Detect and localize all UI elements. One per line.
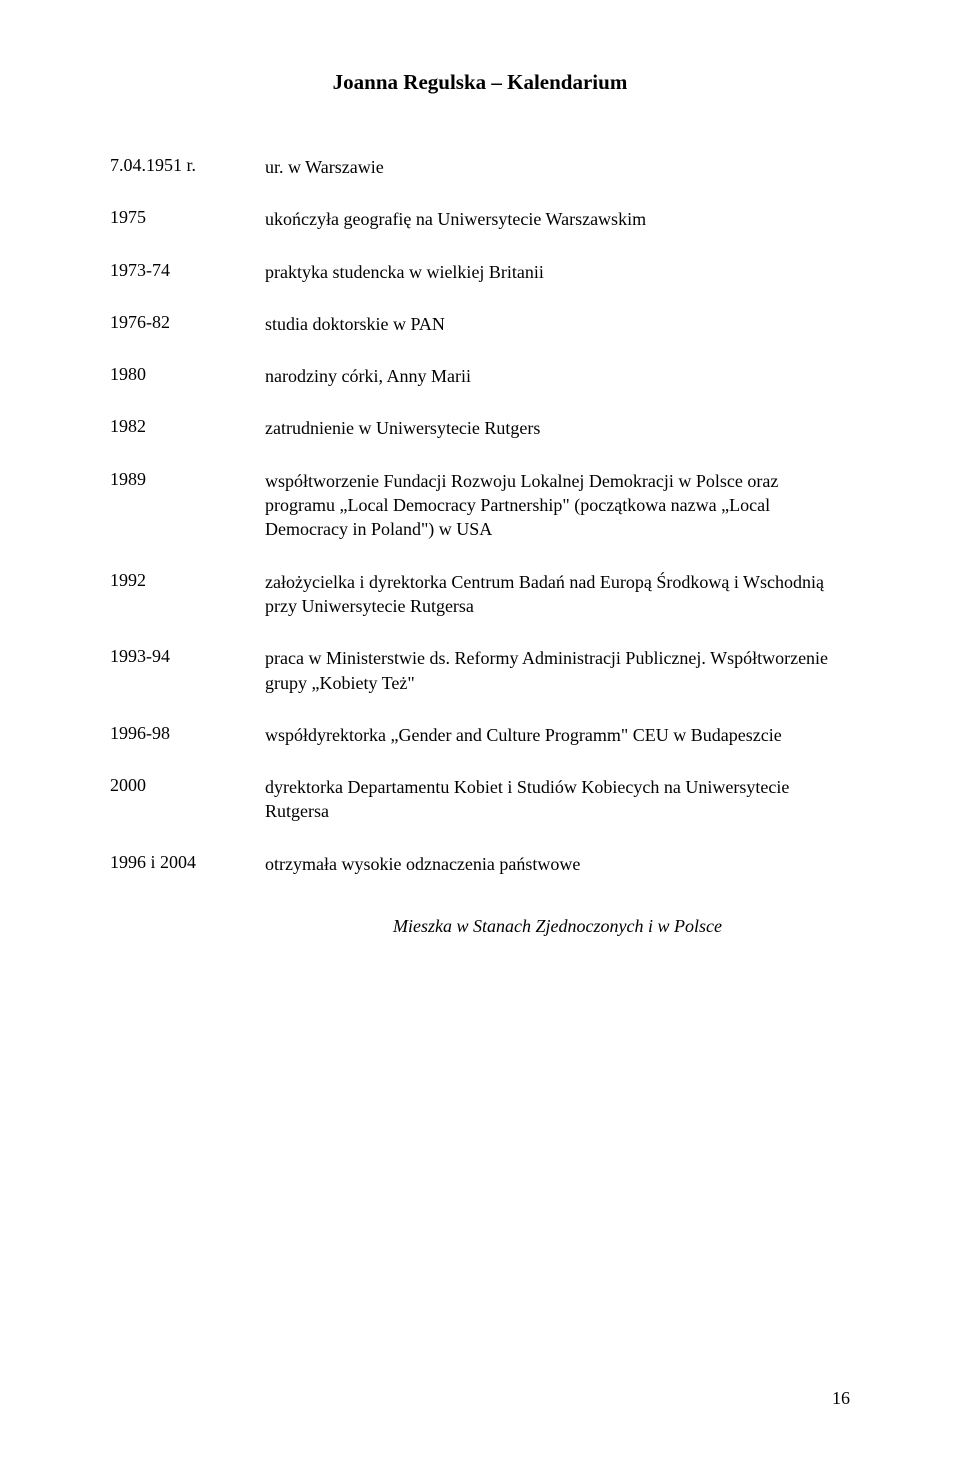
timeline-row: 1975 ukończyła geografię na Uniwersyteci…	[110, 207, 850, 231]
year-cell: 7.04.1951 r.	[110, 155, 265, 176]
desc-cell: ur. w Warszawie	[265, 155, 850, 179]
timeline-row: 1989 współtworzenie Fundacji Rozwoju Lok…	[110, 469, 850, 542]
timeline-table: 7.04.1951 r. ur. w Warszawie 1975 ukończ…	[110, 155, 850, 876]
desc-cell: otrzymała wysokie odznaczenia państwowe	[265, 852, 850, 876]
timeline-row: 2000 dyrektorka Departamentu Kobiet i St…	[110, 775, 850, 824]
year-cell: 1996-98	[110, 723, 265, 744]
desc-cell: współdyrektorka „Gender and Culture Prog…	[265, 723, 850, 747]
footer-note: Mieszka w Stanach Zjednoczonych i w Pols…	[110, 916, 850, 937]
timeline-row: 1996-98 współdyrektorka „Gender and Cult…	[110, 723, 850, 747]
desc-cell: studia doktorskie w PAN	[265, 312, 850, 336]
desc-cell: praktyka studencka w wielkiej Britanii	[265, 260, 850, 284]
timeline-row: 1992 założycielka i dyrektorka Centrum B…	[110, 570, 850, 619]
year-cell: 1993-94	[110, 646, 265, 667]
year-cell: 1996 i 2004	[110, 852, 265, 873]
year-cell: 1973-74	[110, 260, 265, 281]
timeline-row: 1996 i 2004 otrzymała wysokie odznaczeni…	[110, 852, 850, 876]
desc-cell: współtworzenie Fundacji Rozwoju Lokalnej…	[265, 469, 850, 542]
page-title: Joanna Regulska – Kalendarium	[110, 70, 850, 95]
year-cell: 1980	[110, 364, 265, 385]
desc-cell: zatrudnienie w Uniwersytecie Rutgers	[265, 416, 850, 440]
year-cell: 1976-82	[110, 312, 265, 333]
desc-cell: narodziny córki, Anny Marii	[265, 364, 850, 388]
timeline-row: 1976-82 studia doktorskie w PAN	[110, 312, 850, 336]
timeline-row: 7.04.1951 r. ur. w Warszawie	[110, 155, 850, 179]
timeline-row: 1982 zatrudnienie w Uniwersytecie Rutger…	[110, 416, 850, 440]
desc-cell: dyrektorka Departamentu Kobiet i Studiów…	[265, 775, 850, 824]
year-cell: 2000	[110, 775, 265, 796]
year-cell: 1992	[110, 570, 265, 591]
year-cell: 1982	[110, 416, 265, 437]
year-cell: 1975	[110, 207, 265, 228]
year-cell: 1989	[110, 469, 265, 490]
desc-cell: praca w Ministerstwie ds. Reformy Admini…	[265, 646, 850, 695]
timeline-row: 1993-94 praca w Ministerstwie ds. Reform…	[110, 646, 850, 695]
desc-cell: ukończyła geografię na Uniwersytecie War…	[265, 207, 850, 231]
timeline-row: 1980 narodziny córki, Anny Marii	[110, 364, 850, 388]
desc-cell: założycielka i dyrektorka Centrum Badań …	[265, 570, 850, 619]
page-number: 16	[832, 1388, 850, 1409]
timeline-row: 1973-74 praktyka studencka w wielkiej Br…	[110, 260, 850, 284]
